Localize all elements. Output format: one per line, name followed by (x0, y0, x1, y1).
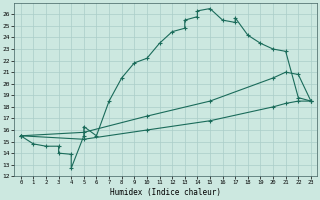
X-axis label: Humidex (Indice chaleur): Humidex (Indice chaleur) (110, 188, 221, 197)
